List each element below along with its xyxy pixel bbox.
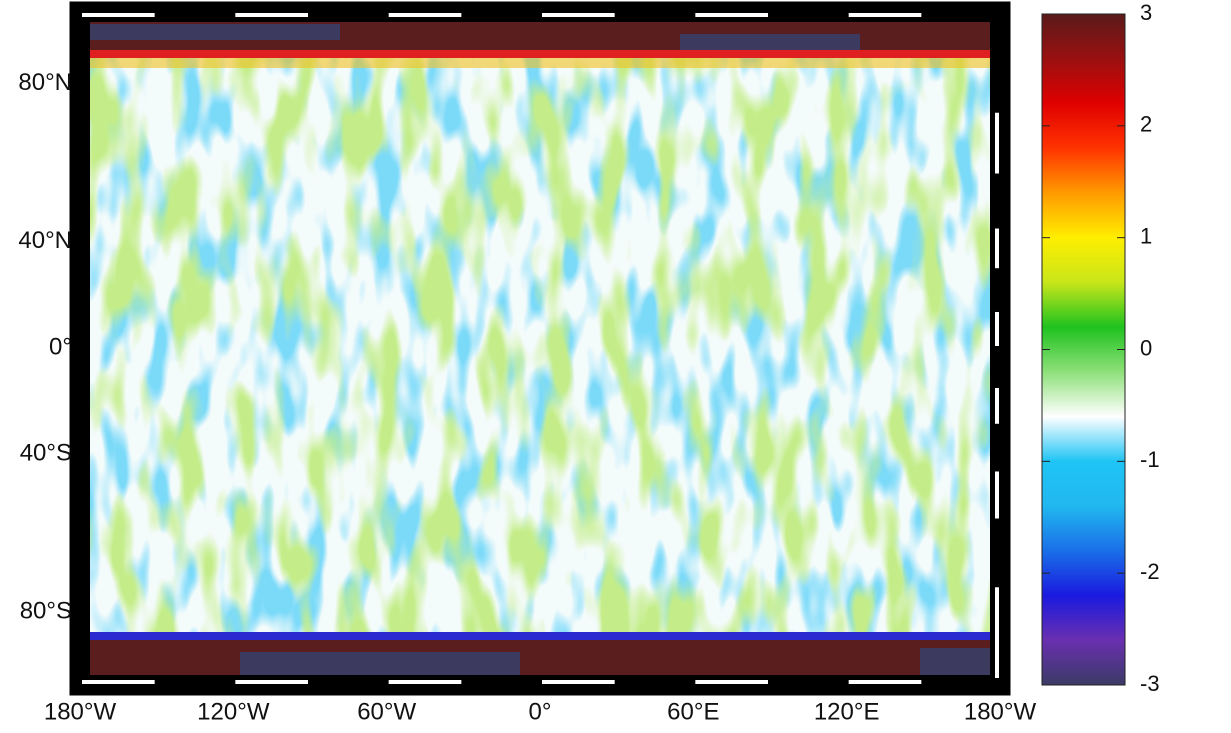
frame-segment	[235, 680, 308, 684]
polar-edge	[90, 632, 992, 640]
colorbar-tick-label: -2	[1140, 559, 1160, 584]
y-tick-label: 80°N	[18, 69, 72, 96]
frame-segment	[388, 13, 462, 17]
colorbar-tick-label: 1	[1140, 223, 1152, 248]
colorbar-tick-label: 0	[1140, 335, 1152, 360]
frame-segment	[995, 471, 999, 519]
frame-segment	[995, 311, 999, 346]
frame-segment	[388, 680, 462, 684]
polar-band	[90, 24, 340, 40]
x-tick-label: 120°E	[814, 698, 880, 725]
polar-band	[680, 34, 860, 50]
frame-segment	[995, 112, 999, 174]
polar-band	[920, 648, 992, 676]
x-tick-label: 60°W	[357, 698, 416, 725]
polar-edge	[90, 50, 992, 58]
frame-segment	[695, 680, 768, 684]
frame-border	[70, 2, 1010, 695]
frame-segment	[82, 13, 155, 17]
map	[80, 12, 1000, 685]
x-tick-label: 180°W	[44, 698, 117, 725]
frame-segment	[542, 13, 615, 17]
polar-band	[90, 640, 992, 676]
frame-segment	[995, 228, 999, 269]
frame-segment	[695, 13, 768, 17]
frame-segment	[82, 680, 155, 684]
y-tick-label: 40°S	[20, 440, 72, 467]
frame-segment	[848, 680, 922, 684]
colorbar	[1041, 13, 1126, 686]
colorbar-tick-label: -3	[1140, 671, 1160, 696]
colorbar-tick-label: 3	[1140, 0, 1152, 25]
y-tick-label: 0°	[49, 333, 72, 360]
x-tick-label: 120°W	[197, 698, 270, 725]
x-tick-label: 180°W	[964, 698, 1037, 725]
frame-segment	[995, 587, 999, 678]
polar-band	[240, 652, 520, 676]
colorbar-tick-label: 2	[1140, 112, 1152, 137]
y-tick-label: 40°N	[18, 227, 72, 254]
frame-segment	[542, 680, 615, 684]
polar-edge	[90, 58, 992, 68]
frame-segment	[848, 13, 922, 17]
y-tick-label: 80°S	[20, 597, 72, 624]
noise-field	[90, 16, 992, 676]
frame-segment	[995, 388, 999, 424]
x-tick-label: 60°E	[667, 698, 719, 725]
colorbar-tick-label: -1	[1140, 447, 1160, 472]
frame-segment	[235, 13, 308, 17]
x-tick-label: 0°	[529, 698, 552, 725]
